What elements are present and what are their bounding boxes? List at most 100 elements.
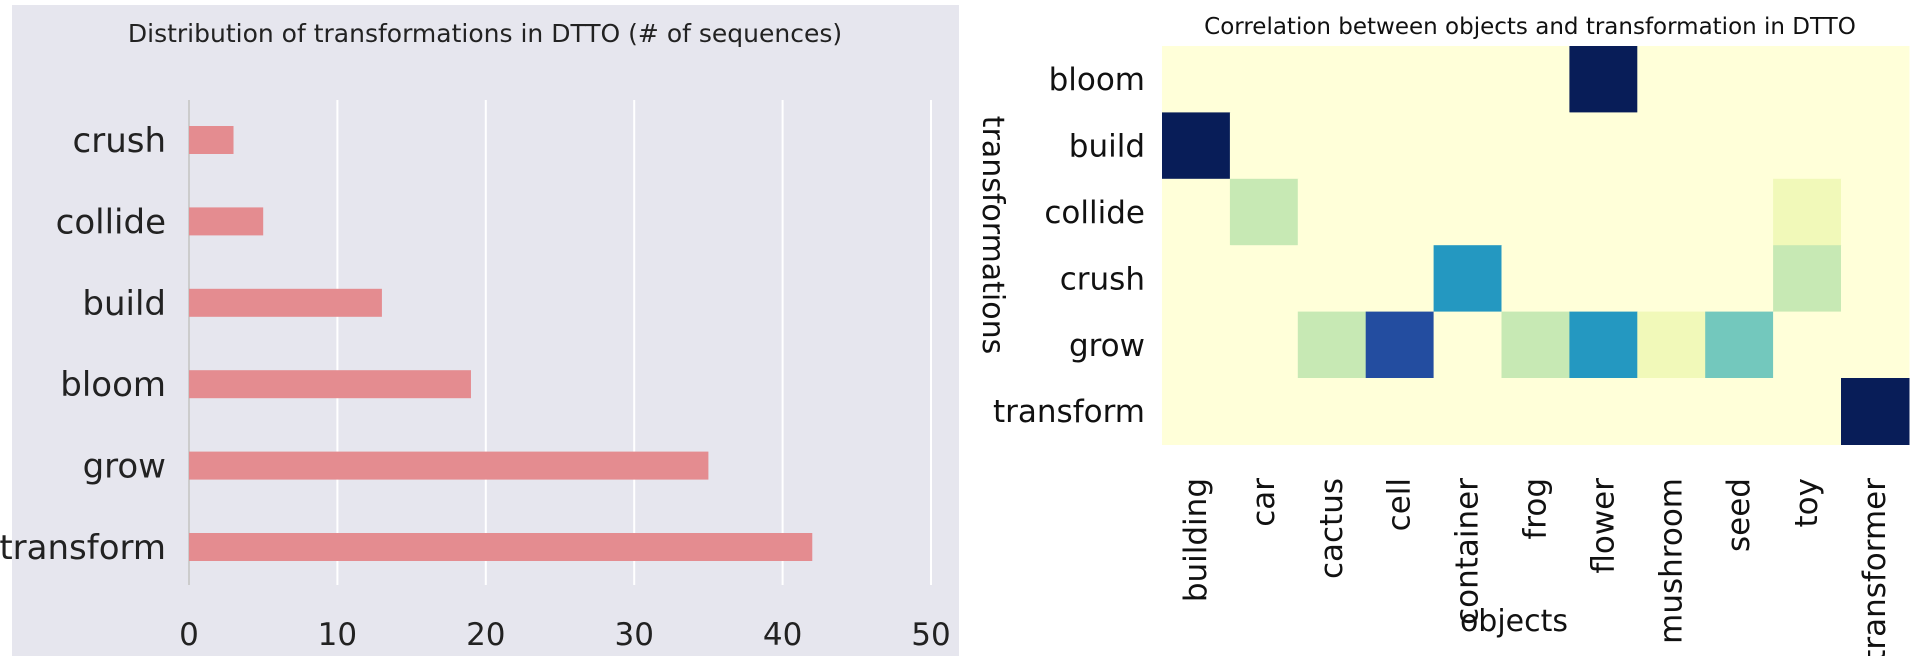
heatmap-cell-transform-cactus (1297, 378, 1367, 445)
heatmap-y-axis-label: transformations (975, 116, 1010, 355)
heatmap-x-tick-label: seed (1721, 478, 1757, 552)
bar-transform (189, 533, 813, 561)
bar-chart-y-tick-label: grow (83, 447, 166, 487)
bar-chart-x-tick-label: 50 (911, 617, 950, 653)
heatmap-y-tick-label: build (1069, 129, 1145, 165)
bar-chart-y-tick-label: bloom (60, 365, 166, 405)
heatmap-cell-collide-frog (1501, 178, 1570, 246)
heatmap-cell-grow-toy (1773, 311, 1842, 379)
heatmap-cell-transform-toy (1773, 378, 1842, 445)
heatmap-y-tick-label: crush (1060, 261, 1145, 297)
heatmap-cell-crush-transformer (1841, 245, 1910, 313)
bar-chart-y-tick-label: build (82, 284, 166, 324)
bar-chart-x-tick-label: 30 (614, 617, 653, 653)
heatmap-x-tick-label: cactus (1314, 478, 1350, 579)
heatmap-cell-transform-seed (1705, 378, 1774, 445)
heatmap-cell-crush-building (1162, 245, 1231, 313)
heatmap-cell-grow-transformer (1841, 311, 1910, 379)
heatmap-cell-crush-car (1229, 245, 1299, 313)
heatmap-cell-bloom-frog (1501, 46, 1570, 113)
heatmap-cell-grow-flower (1569, 311, 1638, 379)
bar-chart-panel: Distribution of transformations in DTTO … (0, 5, 959, 656)
heatmap-cell-grow-mushroom (1637, 311, 1706, 379)
heatmap-cell-crush-flower (1569, 245, 1638, 313)
bar-chart-y-tick-label: crush (73, 121, 166, 161)
heatmap-y-tick-label: bloom (1049, 62, 1145, 98)
heatmap-cell-transform-cell (1365, 378, 1435, 445)
heatmap-cell-grow-container (1433, 311, 1503, 379)
heatmap-cell-grow-cactus (1297, 311, 1367, 379)
bar-grow (189, 451, 709, 480)
heatmap-cell-grow-building (1162, 311, 1231, 379)
heatmap-x-tick-label: flower (1585, 478, 1621, 574)
heatmap-cell-bloom-flower (1569, 46, 1638, 113)
heatmap-cell-grow-frog (1501, 311, 1570, 379)
heatmap-cell-bloom-toy (1773, 46, 1842, 113)
heatmap-cell-collide-cactus (1297, 178, 1367, 246)
bar-chart-x-tick-label: 40 (763, 617, 802, 653)
bar-chart-y-tick-label: transform (0, 528, 166, 568)
heatmap-x-tick-label: toy (1789, 478, 1825, 527)
heatmap-cell-transform-transformer (1841, 378, 1910, 445)
heatmap-cell-bloom-container (1433, 46, 1503, 113)
heatmap-cell-bloom-cactus (1297, 46, 1367, 113)
heatmap-cell-bloom-seed (1705, 46, 1774, 113)
heatmap-x-tick-label: cell (1382, 478, 1418, 531)
heatmap-x-axis-label: objects (1460, 604, 1568, 639)
heatmap-cell-build-seed (1705, 112, 1774, 180)
heatmap-cell-crush-seed (1705, 245, 1774, 313)
heatmap-cell-collide-flower (1569, 178, 1638, 246)
heatmap-cell-build-frog (1501, 112, 1570, 180)
heatmap-cell-grow-seed (1705, 311, 1774, 379)
heatmap-cell-crush-mushroom (1637, 245, 1706, 313)
heatmap-cell-collide-toy (1773, 178, 1842, 246)
bar-crush (189, 126, 234, 154)
heatmap-cell-build-transformer (1841, 112, 1910, 180)
heatmap-cell-crush-container (1433, 245, 1503, 313)
heatmap-cell-bloom-building (1162, 46, 1231, 113)
heatmap-x-tick-label: mushroom (1653, 478, 1689, 644)
heatmap-cell-collide-cell (1365, 178, 1435, 246)
heatmap-cell-build-mushroom (1637, 112, 1706, 180)
heatmap-cell-collide-building (1162, 178, 1231, 246)
bar-chart-x-tick-label: 10 (318, 617, 357, 653)
bar-collide (189, 207, 264, 236)
heatmap-y-tick-label: grow (1069, 328, 1145, 364)
bar-bloom (189, 370, 471, 399)
heatmap-cell-transform-building (1162, 378, 1231, 445)
bar-chart-x-tick-label: 20 (466, 617, 505, 653)
heatmap-cell-grow-car (1229, 311, 1299, 379)
heatmap-cell-transform-container (1433, 378, 1503, 445)
heatmap-cell-build-container (1433, 112, 1503, 180)
bar-chart-y-tick-label: collide (56, 202, 166, 242)
heatmap-y-tick-label: transform (993, 394, 1145, 430)
heatmap-cell-transform-mushroom (1637, 378, 1706, 445)
heatmap-cell-grow-cell (1365, 311, 1435, 379)
heatmap-cell-transform-frog (1501, 378, 1570, 445)
heatmap-cell-bloom-transformer (1841, 46, 1910, 113)
bar-chart-title: Distribution of transformations in DTTO … (128, 19, 842, 48)
heatmap-x-tick-label: transformer (1857, 478, 1893, 656)
heatmap-cell-build-building (1162, 112, 1231, 180)
heatmap-title: Correlation between objects and transfor… (1204, 14, 1856, 40)
heatmap-cell-build-car (1229, 112, 1299, 180)
heatmap-cell-bloom-cell (1365, 46, 1435, 113)
heatmap-y-tick-label: collide (1044, 195, 1145, 231)
heatmap-x-tick-label: frog (1518, 478, 1554, 540)
heatmap-cell-transform-car (1229, 378, 1299, 445)
heatmap-cell-collide-mushroom (1637, 178, 1706, 246)
heatmap-cell-build-toy (1773, 112, 1842, 180)
bar-build (189, 288, 382, 317)
heatmap-cell-transform-flower (1569, 378, 1638, 445)
heatmap-cell-collide-transformer (1841, 178, 1910, 246)
heatmap-cell-crush-cactus (1297, 245, 1367, 313)
heatmap-cell-collide-seed (1705, 178, 1774, 246)
heatmap-panel: Correlation between objects and transfor… (975, 14, 1910, 660)
heatmap-cell-build-flower (1569, 112, 1638, 180)
bar-chart-x-tick-label: 0 (179, 617, 199, 653)
heatmap-cell-collide-container (1433, 178, 1503, 246)
heatmap-cell-build-cell (1365, 112, 1435, 180)
heatmap-cell-bloom-car (1229, 46, 1299, 113)
